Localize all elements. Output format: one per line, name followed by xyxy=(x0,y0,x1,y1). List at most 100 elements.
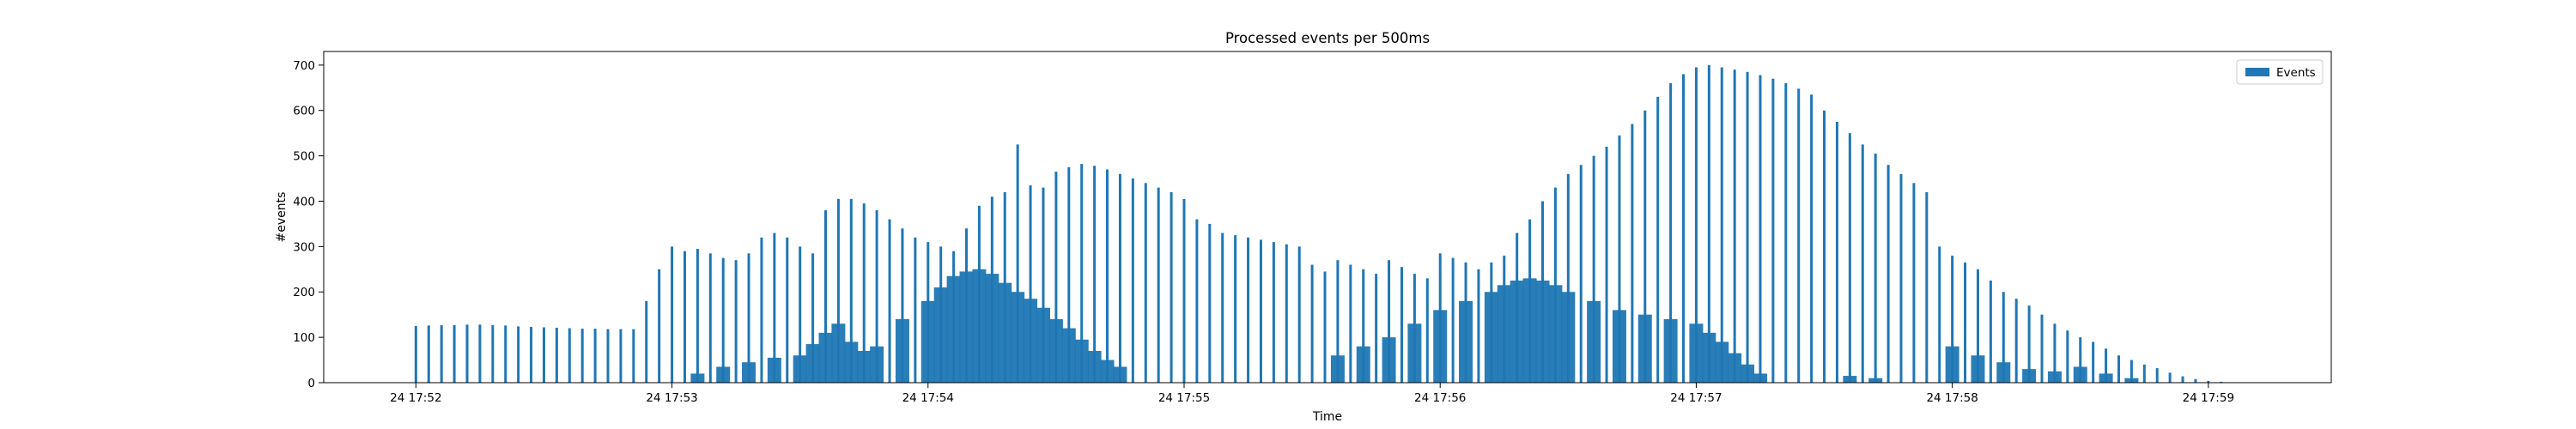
bar xyxy=(1459,300,1473,383)
bar xyxy=(530,326,533,383)
bar xyxy=(1733,69,1736,383)
x-tick-label: 24 17:58 xyxy=(1926,391,1978,405)
bar xyxy=(1011,292,1025,383)
bar xyxy=(1054,172,1058,383)
bar xyxy=(1080,164,1084,383)
y-tick-label: 300 xyxy=(293,240,315,254)
bar xyxy=(1996,362,2011,383)
bar xyxy=(818,332,833,383)
bar xyxy=(1208,223,1212,383)
bar xyxy=(747,253,750,383)
bar xyxy=(773,233,776,383)
bar xyxy=(671,246,674,383)
bar xyxy=(2099,373,2113,383)
bar xyxy=(1170,191,1173,383)
legend-box xyxy=(2236,59,2324,85)
bars-density xyxy=(690,269,2139,383)
bar xyxy=(799,246,802,383)
bar xyxy=(2194,378,2197,383)
bar xyxy=(1702,332,1716,383)
bar xyxy=(1425,278,1429,383)
bar xyxy=(1689,323,1704,383)
x-tick-label: 24 17:55 xyxy=(1158,391,1210,405)
x-tick-label: 24 17:54 xyxy=(902,391,954,405)
bar xyxy=(619,329,623,383)
y-tick-label: 0 xyxy=(307,377,315,390)
bar xyxy=(1746,71,1749,383)
bar xyxy=(2220,381,2223,383)
bar xyxy=(767,357,781,383)
bar xyxy=(465,324,469,383)
bar xyxy=(972,269,987,383)
bar xyxy=(1741,364,1755,383)
bar xyxy=(555,328,558,383)
bar xyxy=(1400,267,1403,383)
bar xyxy=(875,210,878,383)
bar xyxy=(690,373,705,383)
bar xyxy=(1087,350,1102,383)
bar xyxy=(1336,260,1340,383)
bar xyxy=(959,271,974,383)
bar xyxy=(844,341,859,383)
bar xyxy=(683,251,686,383)
bar xyxy=(1797,88,1801,384)
bar xyxy=(1587,300,1601,383)
bar xyxy=(517,326,520,383)
bar xyxy=(1925,191,1929,383)
bar xyxy=(1637,314,1652,383)
y-tick-label: 600 xyxy=(293,105,315,118)
bar xyxy=(1477,269,1480,383)
bar xyxy=(568,328,571,383)
bar xyxy=(1042,187,1045,383)
bar xyxy=(1707,64,1710,384)
bar xyxy=(1024,299,1038,383)
bar xyxy=(888,219,891,383)
bar xyxy=(1048,318,1063,383)
bar xyxy=(836,198,840,383)
bar xyxy=(427,325,430,383)
bar xyxy=(1272,242,1275,383)
bar xyxy=(580,329,584,383)
bar xyxy=(870,346,884,383)
bar xyxy=(593,329,597,383)
bar xyxy=(1561,292,1576,383)
x-tick-label: 24 17:52 xyxy=(390,391,441,405)
bar xyxy=(1221,233,1224,383)
bar xyxy=(805,344,820,383)
bar xyxy=(2155,368,2159,383)
bar xyxy=(1643,110,1647,383)
bar xyxy=(1848,133,1851,383)
bar xyxy=(1323,271,1327,383)
bar xyxy=(542,327,545,383)
bar xyxy=(1375,274,1378,383)
bar xyxy=(440,324,443,383)
bar xyxy=(606,329,610,383)
bar xyxy=(1728,353,1742,383)
legend-label: Events xyxy=(2276,66,2316,80)
bar xyxy=(1861,144,1864,383)
bar xyxy=(478,324,482,383)
bar xyxy=(862,203,866,383)
bar xyxy=(1382,337,1396,383)
bar xyxy=(1964,262,1967,383)
labels: 0 100 200 300 400 500 600 700 24 17:52 24 17:53 24… xyxy=(275,30,2324,424)
bar xyxy=(2022,369,2037,383)
bar xyxy=(2073,366,2087,383)
bar xyxy=(1182,198,1186,383)
bar xyxy=(1234,235,1237,383)
bar xyxy=(1976,269,1979,383)
bar xyxy=(1144,183,1147,383)
bar xyxy=(1451,257,1455,383)
bar xyxy=(933,287,948,383)
bar xyxy=(1579,165,1583,383)
bar xyxy=(1656,96,1660,383)
bar xyxy=(1631,124,1634,384)
bar xyxy=(1753,373,1767,383)
bar xyxy=(1835,121,1838,383)
bar xyxy=(824,210,827,383)
bar xyxy=(786,237,789,383)
bar xyxy=(1886,165,1890,383)
bar xyxy=(2168,372,2172,383)
bar xyxy=(1297,246,1301,383)
legend-swatch xyxy=(2245,68,2269,76)
